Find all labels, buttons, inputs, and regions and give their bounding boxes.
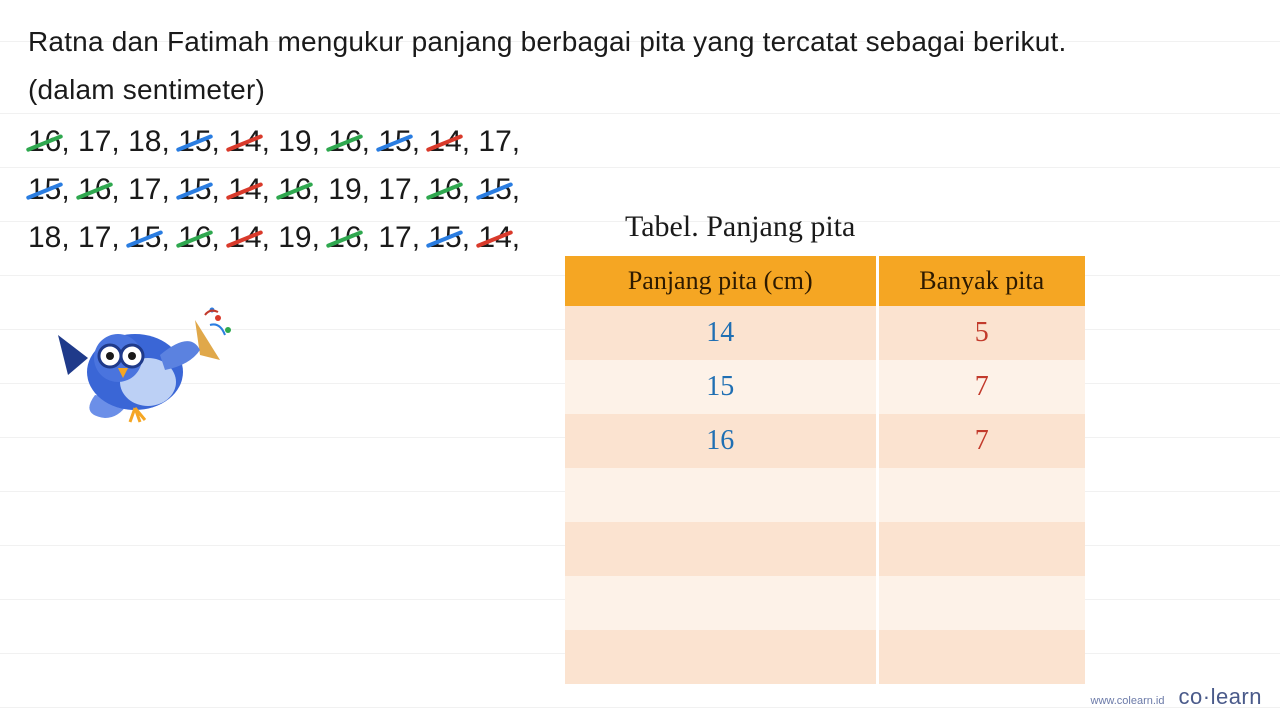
data-value: 16 (28, 118, 61, 166)
bird-mascot-icon (40, 300, 240, 435)
table-row (565, 468, 1085, 522)
data-value: 15 (28, 166, 61, 214)
data-value: 19 (278, 221, 311, 254)
data-value: 16 (428, 166, 461, 214)
table-row (565, 630, 1085, 684)
table-row: 167 (565, 414, 1085, 468)
data-value: 16 (178, 214, 211, 262)
data-value: 14 (228, 166, 261, 214)
data-value: 16 (78, 166, 111, 214)
data-value: 14 (428, 118, 461, 166)
problem-line-2: (dalam sentimeter) (28, 66, 1252, 114)
table-row (565, 522, 1085, 576)
data-value: 14 (228, 214, 261, 262)
branding: www.colearn.id co·learn (1091, 684, 1262, 710)
data-value: 15 (378, 118, 411, 166)
table-cell-count (877, 468, 1085, 522)
table-cell-value (565, 630, 877, 684)
data-row: 18, 17, 15, 16, 14, 19, 16, 17, 15, 14, (28, 214, 1252, 262)
data-value: 19 (328, 173, 361, 206)
data-value: 15 (128, 214, 161, 262)
table-cell-value (565, 468, 877, 522)
table-row (565, 576, 1085, 630)
table-cell-count (877, 522, 1085, 576)
table-cell-value (565, 576, 877, 630)
table-cell-value: 15 (565, 360, 877, 414)
brand-logo: co·learn (1179, 684, 1263, 710)
brand-logo-dot: · (1203, 684, 1211, 709)
table-cell-value: 14 (565, 306, 877, 360)
data-value: 15 (428, 214, 461, 262)
brand-logo-left: co (1179, 684, 1203, 709)
table-cell-value (565, 522, 877, 576)
data-value: 16 (328, 118, 361, 166)
data-value: 15 (178, 118, 211, 166)
table-row: 145 (565, 306, 1085, 360)
data-value: 16 (328, 214, 361, 262)
data-row: 15, 16, 17, 15, 14, 16, 19, 17, 16, 15, (28, 166, 1252, 214)
data-value: 16 (278, 166, 311, 214)
data-value: 17 (378, 221, 411, 254)
table-cell-count: 7 (877, 414, 1085, 468)
data-value: 17 (78, 221, 111, 254)
problem-line-1: Ratna dan Fatimah mengukur panjang berba… (28, 18, 1252, 66)
data-value: 15 (178, 166, 211, 214)
data-value: 18 (128, 125, 161, 158)
data-value: 17 (378, 173, 411, 206)
frequency-table-area: Tabel. Panjang pita Panjang pita (cm) Ba… (565, 210, 1085, 684)
data-value: 18 (28, 221, 61, 254)
table-cell-count: 5 (877, 306, 1085, 360)
content-area: Ratna dan Fatimah mengukur panjang berba… (0, 0, 1280, 280)
table-cell-value: 16 (565, 414, 877, 468)
data-row: 16, 17, 18, 15, 14, 19, 16, 15, 14, 17, (28, 118, 1252, 166)
data-value: 15 (478, 166, 511, 214)
data-value: 17 (128, 173, 161, 206)
table-cell-count (877, 576, 1085, 630)
brand-logo-right: learn (1211, 684, 1262, 709)
data-value: 17 (478, 125, 511, 158)
data-value: 14 (478, 214, 511, 262)
table-row: 157 (565, 360, 1085, 414)
data-value: 19 (278, 125, 311, 158)
data-value: 17 (78, 125, 111, 158)
frequency-table: Panjang pita (cm) Banyak pita 145157167 (565, 256, 1085, 684)
data-value: 14 (228, 118, 261, 166)
brand-url: www.colearn.id (1091, 695, 1165, 707)
table-cell-count: 7 (877, 360, 1085, 414)
table-cell-count (877, 630, 1085, 684)
data-number-lines: 16, 17, 18, 15, 14, 19, 16, 15, 14, 17,1… (28, 118, 1252, 262)
